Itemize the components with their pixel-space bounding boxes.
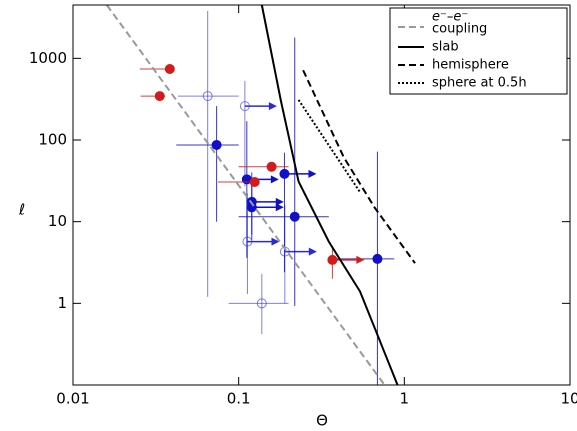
point xyxy=(327,254,338,265)
y-axis-label: ℓ xyxy=(18,201,25,219)
arrow-head xyxy=(268,102,277,111)
point xyxy=(154,91,165,102)
y-tick-label: 1000 xyxy=(29,49,67,67)
arrow-head xyxy=(356,255,365,264)
frame xyxy=(72,4,571,386)
legend-label: coupling xyxy=(432,22,487,37)
arrow-head xyxy=(270,175,279,184)
point xyxy=(202,91,213,102)
legend-box xyxy=(389,7,568,95)
x-tick-label: 0.01 xyxy=(56,390,89,408)
model-line xyxy=(106,5,386,385)
y-tick-label: 10 xyxy=(48,212,67,230)
y-tick-label: 100 xyxy=(38,131,67,149)
legend-label: slab xyxy=(432,40,459,55)
point xyxy=(279,168,290,179)
point xyxy=(242,236,253,247)
point xyxy=(164,64,175,75)
legend-label: e⁻–e⁻ xyxy=(432,10,468,25)
arrow-head xyxy=(275,197,284,206)
model-line xyxy=(302,69,416,264)
point xyxy=(266,161,277,172)
legend-label: sphere at 0.5h xyxy=(432,76,527,91)
legend-label: hemisphere xyxy=(432,58,509,73)
x-axis-label: Θ xyxy=(316,412,328,430)
x-tick-label: 10 xyxy=(560,390,577,408)
x-tick-label: 1 xyxy=(400,390,410,408)
point xyxy=(239,101,250,112)
y-tick-label: 1 xyxy=(57,294,67,312)
model-line xyxy=(297,99,361,193)
plot-layer xyxy=(106,5,416,385)
point xyxy=(256,298,267,309)
x-tick-label: 0.1 xyxy=(227,390,251,408)
model-line xyxy=(260,5,399,385)
arrow-head xyxy=(275,203,284,212)
arrow-head xyxy=(308,169,317,178)
point xyxy=(249,177,260,188)
arrow-head xyxy=(308,247,317,256)
point xyxy=(211,139,222,150)
point xyxy=(372,253,383,264)
point xyxy=(289,211,300,222)
arrow-head xyxy=(271,237,280,246)
